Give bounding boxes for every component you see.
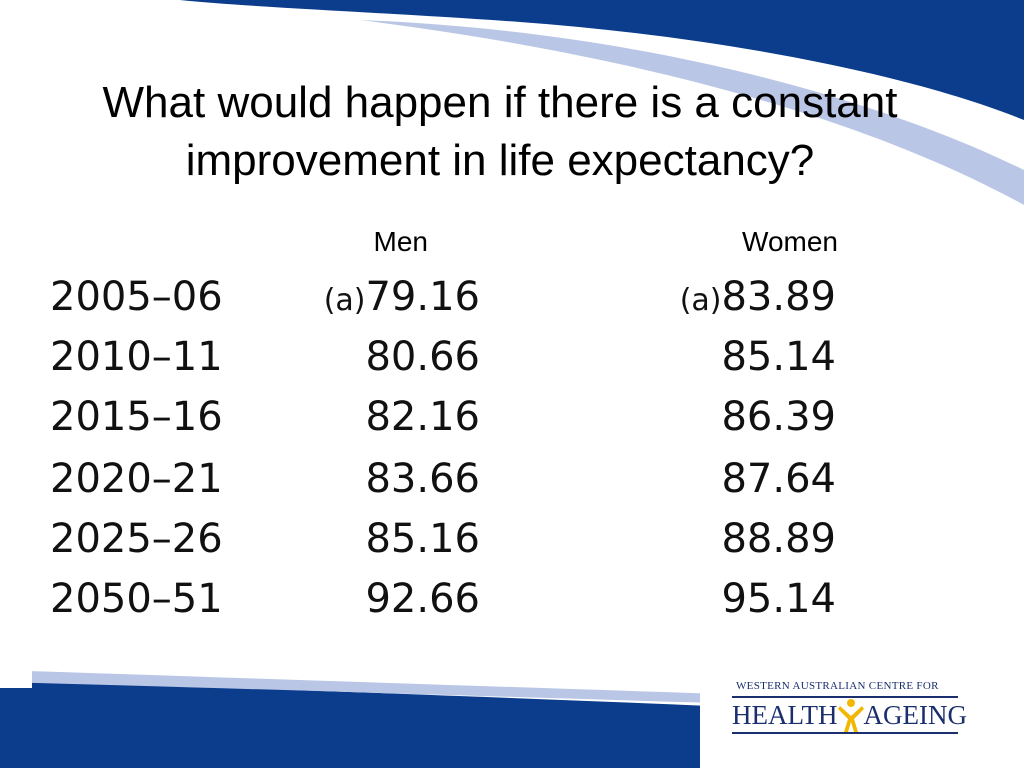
men-value-cell: 92.66 <box>300 574 480 628</box>
logo-wordmark: HEALTH AGEING <box>732 698 967 732</box>
men-value: 83.66 <box>365 456 480 502</box>
table-row: 2005–06 (a)79.16 (a)83.89 <box>0 272 1024 332</box>
logo-word-ageing: AGEING <box>863 700 967 730</box>
period-cell: 2015–16 <box>50 394 223 440</box>
period-cell: 2020–21 <box>50 456 223 502</box>
women-value-cell: (a)83.89 <box>650 272 836 326</box>
men-value-cell: 85.16 <box>300 514 480 568</box>
men-value-cell: 80.66 <box>300 332 480 386</box>
bottom-banner-white <box>700 690 1024 768</box>
men-value-cell: 82.16 <box>300 392 480 446</box>
women-value-cell: 85.14 <box>650 332 836 386</box>
column-header-men: Men <box>373 226 428 257</box>
men-value-cell: (a)79.16 <box>300 272 480 326</box>
men-value: 82.16 <box>365 394 480 440</box>
period-cell: 2025–26 <box>50 516 223 562</box>
men-value: 92.66 <box>365 576 480 622</box>
person-figure-icon <box>837 699 864 732</box>
logo-rule-top <box>732 696 958 698</box>
women-value: 88.89 <box>721 516 836 562</box>
men-value: 85.16 <box>365 516 480 562</box>
women-value-cell: 95.14 <box>650 574 836 628</box>
women-value-cell: 88.89 <box>650 514 836 568</box>
table-row: 2050–51 92.66 95.14 <box>0 574 1024 634</box>
table-row: 2015–16 82.16 86.39 <box>0 392 1024 452</box>
period-cell: 2050–51 <box>50 576 223 622</box>
title-line-1: What would happen if there is a constant <box>102 78 898 127</box>
footnote-marker: (a) <box>323 283 366 318</box>
men-value: 80.66 <box>365 334 480 380</box>
health-ageing-logo: WESTERN AUSTRALIAN CENTRE FOR HEALTH AGE… <box>728 678 968 738</box>
men-value-cell: 83.66 <box>300 454 480 508</box>
table-row: 2020–21 83.66 87.64 <box>0 454 1024 514</box>
women-value: 83.89 <box>721 274 836 320</box>
table-row: 2025–26 85.16 88.89 <box>0 514 1024 574</box>
women-value: 85.14 <box>721 334 836 380</box>
table-row: 2010–11 80.66 85.14 <box>0 332 1024 392</box>
logo-rule-bottom <box>732 732 958 734</box>
period-cell: 2005–06 <box>50 274 223 320</box>
footnote-marker: (a) <box>679 283 722 318</box>
column-header-women: Women <box>742 226 838 257</box>
title-line-2: improvement in life expectancy? <box>185 136 815 185</box>
slide-title: What would happen if there is a constant… <box>20 74 980 190</box>
women-value-cell: 86.39 <box>650 392 836 446</box>
top-banner-dark <box>180 0 1024 120</box>
women-value-cell: 87.64 <box>650 454 836 508</box>
logo-word-health: HEALTH <box>732 700 838 730</box>
logo-top-text: WESTERN AUSTRALIAN CENTRE FOR <box>736 680 939 692</box>
men-value: 79.16 <box>365 274 480 320</box>
women-value: 95.14 <box>721 576 836 622</box>
women-value: 86.39 <box>721 394 836 440</box>
left-edge-bar <box>0 0 32 688</box>
women-value: 87.64 <box>721 456 836 502</box>
period-cell: 2010–11 <box>50 334 223 380</box>
